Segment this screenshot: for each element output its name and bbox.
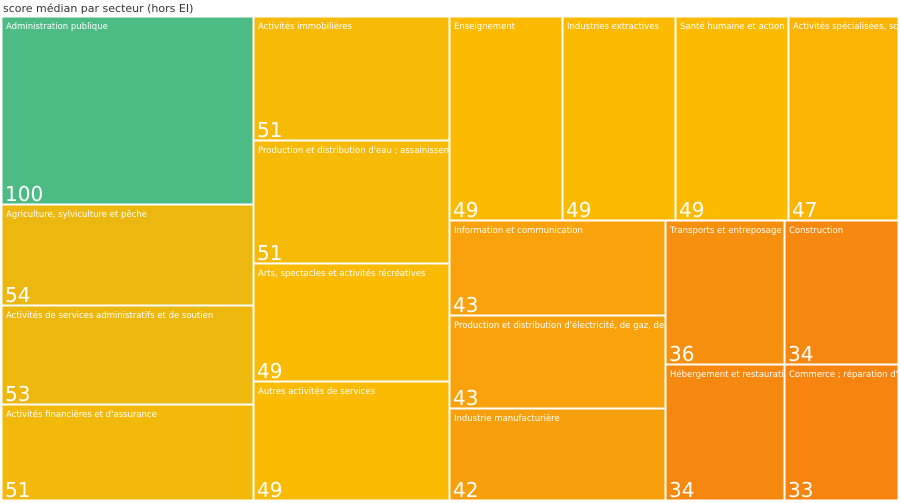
chart-title: score médian par secteur (hors EI) (3, 2, 193, 15)
value-label: 49 (257, 359, 282, 383)
tile (665, 220, 785, 365)
tile-label: Autres activités de services (258, 386, 376, 397)
value-label: 33 (788, 478, 813, 502)
value-label: 53 (5, 382, 30, 406)
tile (675, 16, 789, 221)
tile-label: Santé humaine et action s… (680, 21, 800, 32)
tile (788, 16, 899, 221)
value-label: 43 (453, 386, 478, 410)
tile (449, 220, 666, 316)
tile-label: Activités de services administratifs et … (6, 310, 213, 321)
value-label: 51 (257, 241, 282, 265)
tile-label: Hébergement et restaurati… (670, 369, 792, 380)
value-label: 34 (669, 478, 694, 502)
tile (784, 364, 899, 501)
tile-label: Enseignement (454, 22, 516, 32)
tile-label: Administration publique (6, 22, 108, 32)
tile-label: Arts, spectacles et activités récréative… (258, 268, 426, 279)
value-label: 49 (257, 478, 282, 502)
value-label: 51 (257, 118, 282, 142)
tile-label: Activités financières et d'assurance (6, 409, 157, 420)
tile (449, 408, 666, 501)
value-label: 36 (669, 342, 694, 366)
tile (253, 263, 450, 382)
tile-label: Production et distribution d'eau ; assai… (258, 146, 466, 156)
tile (665, 364, 785, 501)
value-label: 54 (5, 283, 30, 307)
tile (1, 305, 254, 405)
value-label: 49 (453, 198, 478, 222)
tile (1, 404, 254, 501)
tile (1, 204, 254, 306)
tile-label: Information et communication (454, 226, 583, 236)
value-label: 49 (566, 198, 591, 222)
tile (1, 16, 254, 205)
tile (253, 381, 450, 501)
tile (562, 16, 676, 221)
tile-label: Transports et entreposage (669, 226, 782, 236)
value-label: 42 (453, 478, 478, 502)
tile (253, 16, 450, 141)
tile-label: Industries extractives (567, 22, 659, 32)
value-label: 34 (788, 342, 813, 366)
value-label: 47 (792, 198, 817, 222)
tile-label: Commerce ; réparation d'… (789, 369, 900, 380)
value-label: 51 (5, 478, 30, 502)
tile-label: Agriculture, sylviculture et pêche (6, 209, 147, 220)
value-label: 43 (453, 293, 478, 317)
tile-label: Construction (789, 226, 843, 236)
value-label: 100 (5, 182, 43, 206)
tile-label: Production et distribution d'électricité… (454, 320, 686, 331)
tile-label: Activités immobilières (258, 21, 352, 32)
tile (784, 220, 899, 365)
tile-label: Industrie manufacturière (454, 413, 560, 424)
value-label: 49 (679, 198, 704, 222)
tile (253, 140, 450, 264)
tile-label: Activités spécialisées, sci… (793, 21, 900, 32)
tile (449, 16, 563, 221)
tile (449, 315, 666, 409)
